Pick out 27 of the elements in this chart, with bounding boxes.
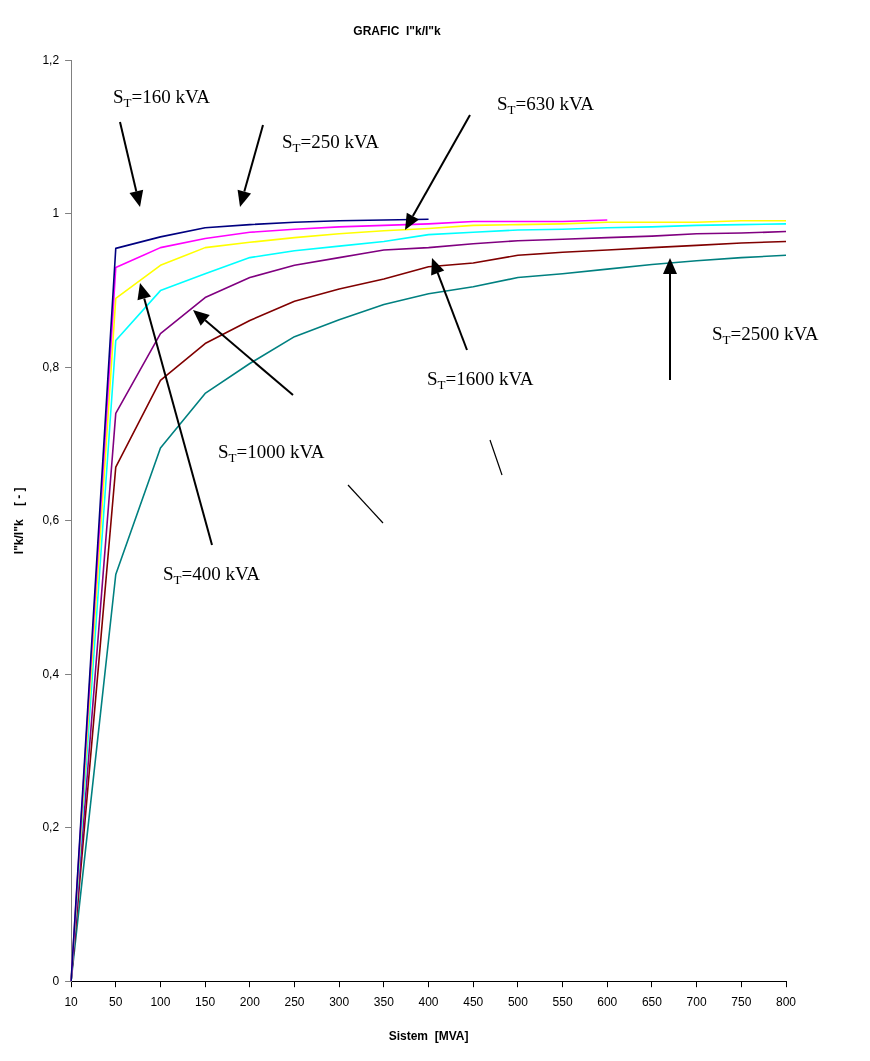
x-tick-label: 100 (150, 994, 171, 1009)
x-tick-label: 10 (64, 994, 79, 1009)
y-tick-label: 1,2 (42, 52, 60, 67)
x-tick-label: 300 (329, 994, 350, 1009)
x-tick-label: 150 (195, 994, 216, 1009)
x-tick-label: 750 (731, 994, 752, 1009)
chart-title: GRAFIC I"k/I"k (353, 23, 442, 38)
x-tick-label: 450 (463, 994, 484, 1009)
y-tick-label: 0,2 (42, 820, 60, 835)
x-axis-title: Sistem [MVA] (388, 1029, 469, 1044)
x-tick-label: 700 (686, 994, 707, 1009)
y-tick-label: 0,4 (42, 666, 60, 681)
x-tick-label: 250 (284, 994, 305, 1009)
x-tick-label: 200 (239, 994, 261, 1009)
x-tick-label: 350 (373, 994, 395, 1009)
y-tick-label: 0,6 (42, 513, 60, 528)
x-tick-label: 650 (641, 994, 663, 1009)
x-tick-label: 600 (597, 994, 618, 1009)
y-tick-label: 1 (52, 206, 60, 221)
y-tick-label: 0,8 (42, 359, 60, 374)
y-tick-label: 0 (52, 973, 60, 988)
x-tick-label: 500 (507, 994, 529, 1009)
x-tick-label: 50 (109, 994, 123, 1009)
x-tick-label: 400 (418, 994, 439, 1009)
y-axis-title: I"k/I"k [ - ] (11, 487, 26, 555)
x-tick-label: 800 (775, 994, 797, 1009)
x-tick-label: 550 (552, 994, 573, 1009)
